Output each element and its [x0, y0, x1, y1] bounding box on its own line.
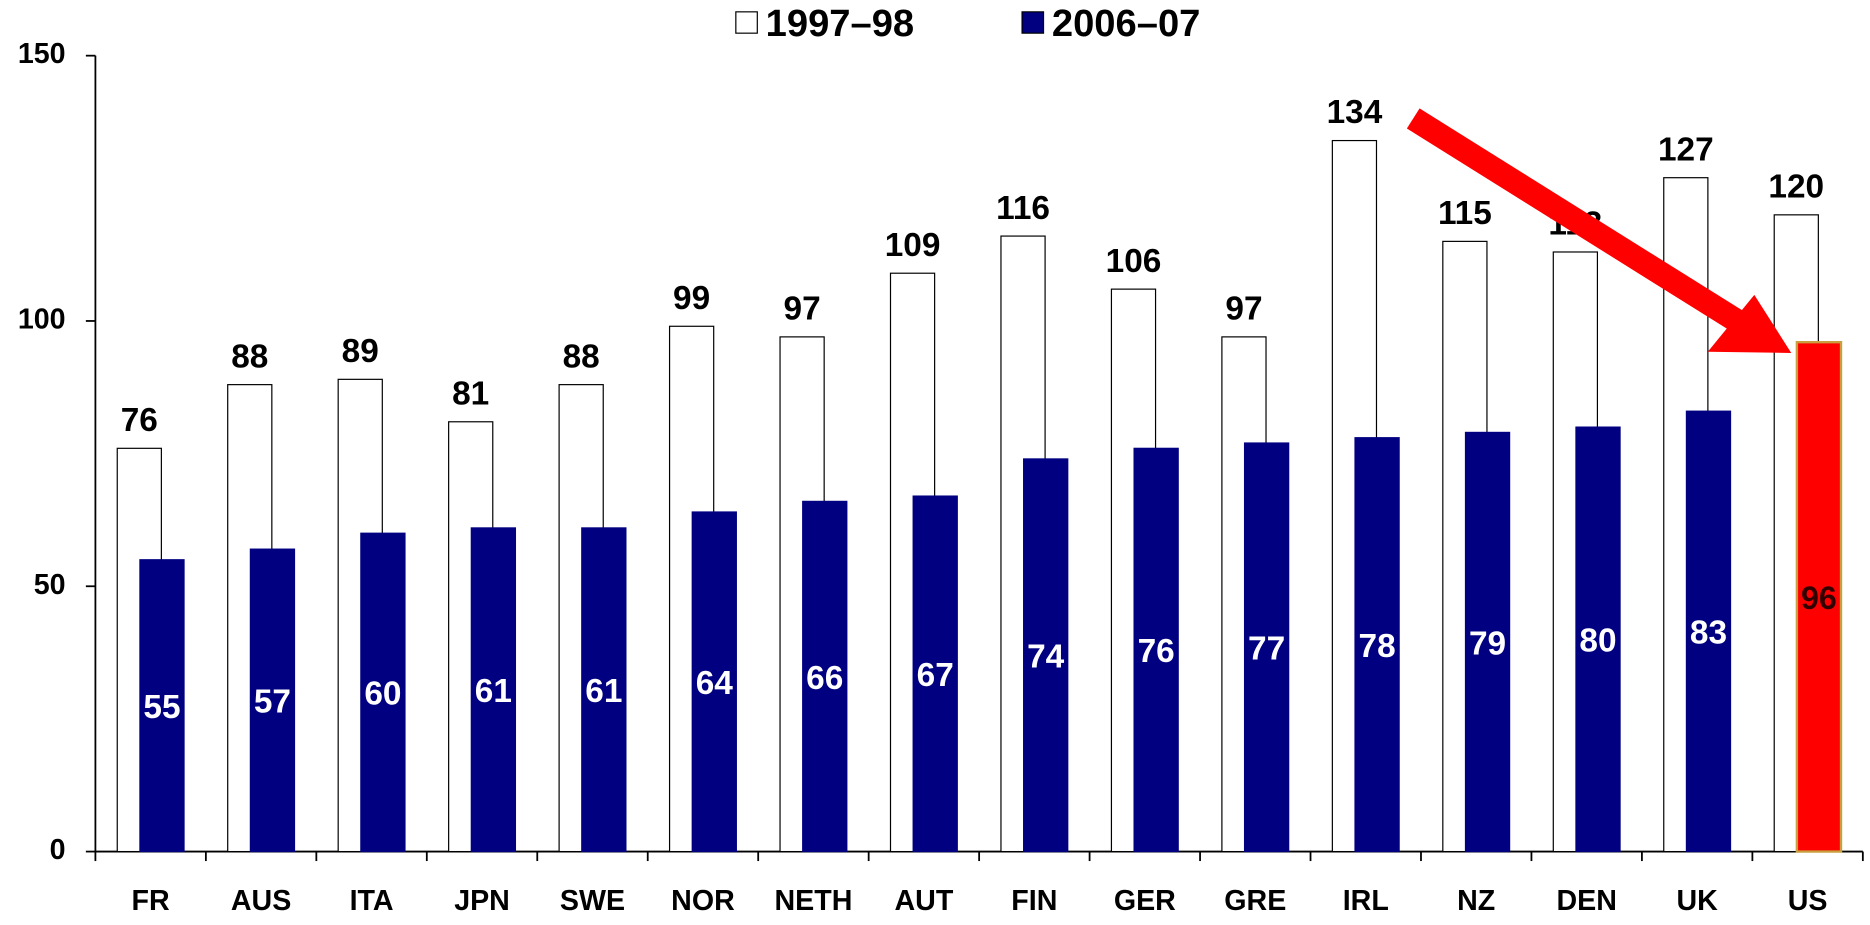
legend-label: 2006–07: [1052, 3, 1201, 45]
value-label: 116: [996, 190, 1050, 227]
x-tick-label: IRL: [1343, 885, 1389, 917]
value-label: 78: [1359, 628, 1396, 665]
x-tick-label: ITA: [350, 885, 394, 917]
y-tick-label: 100: [18, 304, 66, 336]
x-tick-label: FIN: [1011, 885, 1057, 917]
value-label: 76: [1138, 633, 1175, 670]
value-label: 67: [917, 657, 954, 694]
value-label: 134: [1327, 94, 1383, 131]
x-tick-label: AUS: [231, 885, 291, 917]
value-label: 79: [1469, 625, 1506, 662]
bar: [1575, 426, 1621, 853]
arrow-shaft: [1406, 108, 1746, 333]
x-tick-label: NOR: [671, 885, 735, 917]
arrow: [1406, 108, 1792, 353]
x-tick-label: DEN: [1556, 885, 1616, 917]
x-tick-label: GER: [1114, 885, 1176, 917]
value-label: 61: [475, 673, 512, 710]
bar: [912, 495, 958, 853]
value-label: 96: [1801, 580, 1837, 616]
y-tick-label: 0: [50, 834, 66, 866]
bar: [249, 548, 296, 853]
value-label: 66: [806, 660, 843, 697]
y-tick-label: 50: [34, 569, 66, 601]
value-label: 83: [1690, 615, 1727, 652]
x-tick-label: NZ: [1457, 885, 1495, 917]
y-tick-label: 150: [18, 38, 66, 70]
value-label: 77: [1248, 631, 1285, 668]
value-label: 60: [364, 676, 401, 713]
value-label: 120: [1768, 169, 1824, 206]
x-tick-label: UK: [1676, 885, 1718, 917]
value-label: 61: [585, 673, 622, 710]
value-label: 97: [784, 291, 821, 328]
x-tick-label: US: [1788, 885, 1828, 917]
bar: [1795, 341, 1843, 853]
bar: [1133, 447, 1179, 853]
x-tick-label: GRE: [1224, 885, 1286, 917]
value-label: 55: [143, 689, 180, 726]
legend-swatch: [735, 11, 758, 34]
bar: [691, 511, 737, 853]
value-label: 88: [563, 338, 600, 375]
value-label: 89: [342, 333, 379, 370]
value-label: 88: [231, 338, 268, 375]
bar: [1243, 442, 1290, 853]
value-label: 97: [1225, 291, 1262, 328]
value-label: 106: [1106, 243, 1162, 280]
legend-label: 1997–98: [766, 3, 915, 45]
bar: [1023, 458, 1069, 853]
x-tick-label: SWE: [560, 885, 625, 917]
bar: [1685, 410, 1732, 853]
value-label: 64: [696, 665, 734, 702]
bar: [360, 532, 406, 853]
bar: [470, 527, 517, 853]
bar: [1354, 437, 1400, 853]
value-label: 99: [673, 280, 710, 317]
x-tick-label: AUT: [894, 885, 953, 917]
bar: [802, 500, 848, 853]
value-label: 115: [1438, 195, 1492, 232]
bar: [581, 527, 627, 853]
value-label: 127: [1658, 131, 1714, 168]
bar: [1464, 431, 1511, 853]
arrow-head: [1707, 294, 1792, 353]
value-label: 57: [254, 684, 291, 721]
value-label: 74: [1027, 639, 1065, 676]
x-tick-label: NETH: [774, 885, 852, 917]
value-label: 81: [452, 376, 489, 413]
value-label: 80: [1579, 623, 1616, 660]
value-label: 76: [121, 402, 158, 439]
x-tick-label: JPN: [454, 885, 510, 917]
value-label: 109: [885, 227, 941, 264]
legend-swatch: [1021, 11, 1045, 34]
bar: [139, 559, 185, 853]
x-tick-label: FR: [132, 885, 171, 917]
